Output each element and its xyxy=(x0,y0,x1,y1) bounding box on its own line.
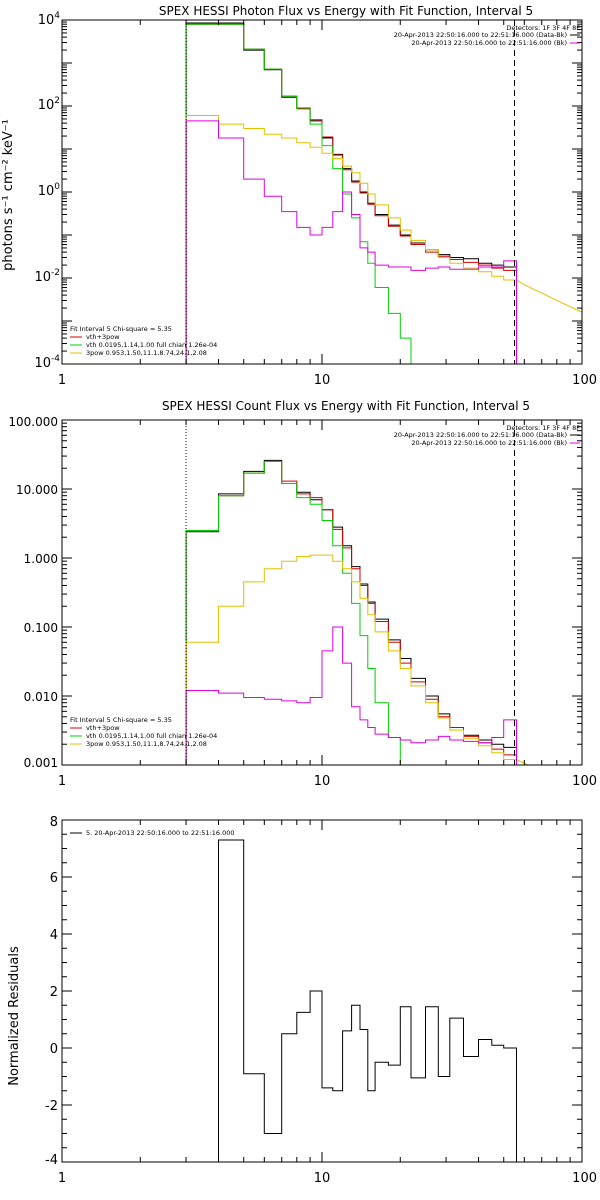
plot-frame xyxy=(61,419,583,766)
legend-bk: 20-Apr-2013 22:50:16.000 to 22:51:16.000… xyxy=(411,39,567,47)
legend-bk: 20-Apr-2013 22:50:16.000 to 22:51:16.000… xyxy=(411,439,567,447)
photon-flux-chart: SPEX HESSI Photon Flux vs Energy with Fi… xyxy=(1,4,597,388)
x-tick-label: 1 xyxy=(58,1171,66,1186)
legend-powerlaw: 3pow 0.953,1.50,11.1,8.74,24.1,2.08 xyxy=(86,349,207,357)
count-flux-chart: SPEX HESSI Count Flux vs Energy with Fit… xyxy=(8,399,597,789)
y-tick-label: 8 xyxy=(50,815,58,830)
series-3pow xyxy=(185,115,582,364)
y-tick-label: 10.000 xyxy=(16,483,58,497)
series-vth xyxy=(185,461,411,765)
plot-frame xyxy=(61,19,583,365)
y-tick-label: 102 xyxy=(38,96,60,113)
y-axis-label: photons s⁻¹ cm⁻² keV⁻¹ xyxy=(1,119,16,271)
legend-top-right: Detectors: 1F 3F 4F 8F 20-Apr-2013 22:50… xyxy=(394,424,581,447)
y-tick-label: 0.100 xyxy=(24,621,58,635)
series-5-20-apr-2013-22-50-16-000-to-22-51-16-000 xyxy=(186,839,517,1162)
y-tick-label: 104 xyxy=(38,11,61,28)
legend-total: vth+3pow xyxy=(86,724,120,732)
x-tick-label: 10 xyxy=(314,774,331,789)
legend-detectors: Detectors: 1F 3F 4F 8F xyxy=(506,24,580,32)
x-tick-labels: 1 10 100 xyxy=(58,1171,597,1186)
y-axis-label: Normalized Residuals xyxy=(7,946,22,1086)
y-tick-label: 6 xyxy=(50,871,58,886)
x-tick-labels: 1 10 100 xyxy=(58,373,597,388)
x-tick-label: 10 xyxy=(314,373,331,388)
x-tick-label: 100 xyxy=(572,1171,597,1186)
x-tick-label: 1 xyxy=(58,774,66,789)
legend-bottom-left: Fit Interval 5 Chi-square = 5.35 vth+3po… xyxy=(70,716,217,748)
x-tick-labels: 1 10 100 xyxy=(58,774,597,789)
legend-total: vth+3pow xyxy=(86,333,120,341)
chart-title: SPEX HESSI Count Flux vs Energy with Fit… xyxy=(162,399,530,413)
y-tick-label: 2 xyxy=(50,985,58,1000)
chart-title: SPEX HESSI Photon Flux vs Energy with Fi… xyxy=(159,4,533,18)
legend-powerlaw: 3pow 0.953,1.50,11.1,8.74,24.1,2.08 xyxy=(86,740,207,748)
series-3pow xyxy=(185,554,554,765)
y-tick-label: 0.001 xyxy=(24,756,58,770)
series-bk xyxy=(185,626,517,765)
x-tick-label: 10 xyxy=(314,1171,331,1186)
legend-top-left: 5. 20-Apr-2013 22:50:16.000 to 22:51:16.… xyxy=(70,829,235,837)
y-tick-label: 100 xyxy=(38,182,61,199)
y-tick-label: 4 xyxy=(50,928,58,943)
y-tick-label: 100.000 xyxy=(8,415,58,429)
legend-thermal: vth 0.0195,1.14,1.00 full chian 1.26e-04 xyxy=(86,341,217,349)
legend-data-bk: 20-Apr-2013 22:50:16.000 to 22:51:16.000… xyxy=(394,31,567,39)
y-tick-labels: -4 -2 0 2 4 6 8 xyxy=(45,815,58,1168)
y-tick-label: 0 xyxy=(50,1042,58,1057)
series-bk xyxy=(185,120,517,364)
legend-data-bk: 20-Apr-2013 22:50:16.000 to 22:51:16.000… xyxy=(394,431,567,439)
x-tick-label: 100 xyxy=(572,774,597,789)
x-tick-label: 100 xyxy=(572,373,597,388)
x-tick-label: 1 xyxy=(58,373,66,388)
series-vth xyxy=(185,23,426,364)
plot-area xyxy=(61,19,583,365)
legend-detectors: Detectors: 1F 3F 4F 8F xyxy=(506,424,580,432)
y-tick-label: -2 xyxy=(45,1099,58,1114)
y-tick-label: 10-2 xyxy=(34,268,60,285)
y-tick-label: 0.010 xyxy=(24,690,58,704)
plot-area xyxy=(61,419,583,766)
y-tick-label: 10-4 xyxy=(34,354,60,371)
legend-residual: 5. 20-Apr-2013 22:50:16.000 to 22:51:16.… xyxy=(86,829,235,837)
legend-fit-interval: Fit Interval 5 Chi-square = 5.35 xyxy=(70,325,172,333)
legend-thermal: vth 0.0195,1.14,1.00 full chian 1.26e-04 xyxy=(86,732,217,740)
series-vth-3pow xyxy=(185,461,517,765)
y-tick-labels: 0.001 0.010 0.100 1.000 10.000 100.000 xyxy=(8,415,58,770)
residuals-chart: -4 -2 0 2 4 6 8 1 10 100 Normalized Residuals 5.… xyxy=(7,815,597,1186)
series-data-bk xyxy=(185,459,517,765)
y-tick-label: 1.000 xyxy=(24,552,58,566)
legend-fit-interval: Fit Interval 5 Chi-square = 5.35 xyxy=(70,716,172,724)
y-tick-label: -4 xyxy=(45,1153,58,1168)
plot-area xyxy=(61,819,583,1163)
legend-bottom-left: Fit Interval 5 Chi-square = 5.35 vth+3po… xyxy=(70,325,217,357)
y-tick-labels: 10-4 10-2 100 102 104 xyxy=(34,11,60,371)
legend-top-right: Detectors: 1F 3F 4F 8F 20-Apr-2013 22:50… xyxy=(394,24,581,47)
